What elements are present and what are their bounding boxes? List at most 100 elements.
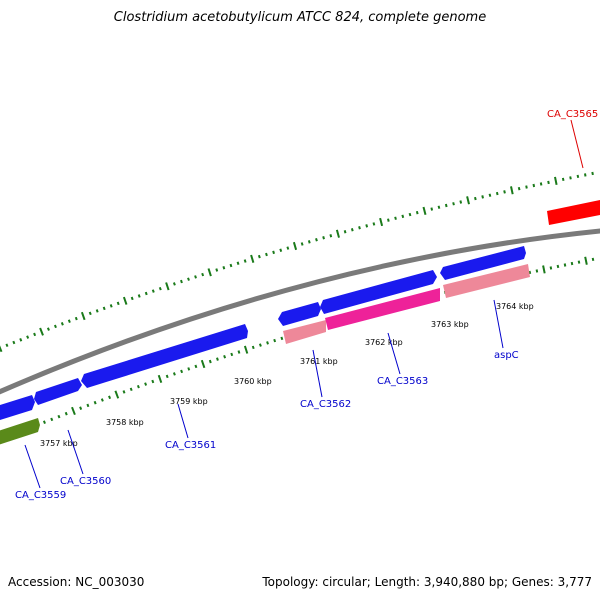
- tick-mark: [33, 332, 37, 337]
- tick-mark: [387, 218, 390, 222]
- tick-mark: [207, 268, 212, 277]
- gene-block: [440, 246, 526, 280]
- tick-mark: [539, 182, 543, 186]
- tick-mark: [591, 257, 595, 262]
- tick-mark: [266, 341, 269, 345]
- tick-mark: [144, 291, 148, 296]
- tick-mark: [57, 414, 61, 419]
- scale-label: 3763 kbp: [431, 320, 469, 329]
- tick-mark: [74, 316, 78, 321]
- gene-block: [443, 264, 530, 298]
- topology-text: Topology: circular; Length: 3,940,880 bp…: [262, 575, 592, 589]
- scale-label: 3760 kbp: [234, 377, 272, 386]
- tick-mark: [273, 338, 277, 343]
- scale-labels: 3757 kbp 3758 kbp 3759 kbp 3760 kbp 3761…: [40, 302, 534, 448]
- tick-mark: [286, 246, 290, 250]
- tick-mark: [144, 382, 148, 386]
- tick-mark: [322, 236, 325, 240]
- tick-mark: [408, 212, 412, 217]
- tick-mark: [0, 345, 3, 353]
- tick-mark: [194, 364, 198, 369]
- tick-mark: [343, 230, 347, 234]
- tick-mark: [300, 242, 304, 246]
- tick-mark: [223, 354, 227, 359]
- map-title: Clostridium acetobutylicum ATCC 824, com…: [113, 10, 487, 25]
- tick-mark: [71, 406, 76, 416]
- tick-mark: [42, 420, 46, 424]
- tick-mark: [86, 403, 90, 408]
- tick-mark: [102, 306, 106, 311]
- gene-block: [0, 418, 40, 445]
- tick-mark: [422, 206, 427, 215]
- tick-mark: [569, 176, 572, 180]
- outer-tick-track: [0, 171, 594, 353]
- tick-mark: [46, 327, 50, 331]
- gene-block: [81, 324, 248, 388]
- tick-mark: [237, 350, 241, 354]
- tick-mark: [187, 367, 191, 371]
- tick-mark: [165, 282, 170, 291]
- tick-mark: [335, 229, 340, 238]
- tick-mark: [452, 202, 455, 206]
- tick-mark: [257, 254, 261, 259]
- tick-mark: [88, 311, 92, 316]
- gene-block: [0, 395, 35, 420]
- gene-block: [283, 320, 326, 344]
- tick-mark: [151, 289, 155, 293]
- tick-mark: [116, 301, 120, 306]
- scale-label: 3764 kbp: [496, 302, 534, 311]
- tick-mark: [307, 240, 311, 244]
- tick-mark: [236, 261, 240, 265]
- tick-mark: [556, 264, 560, 269]
- tick-mark: [576, 174, 580, 179]
- tick-mark: [114, 390, 120, 399]
- tick-mark: [5, 343, 9, 347]
- gene-block: [320, 270, 437, 314]
- tick-mark: [109, 304, 113, 308]
- tick-mark: [394, 216, 397, 220]
- tick-mark: [64, 411, 68, 416]
- tick-mark: [365, 224, 369, 228]
- gene-label: CA_C3562: [300, 399, 351, 410]
- scale-label: 3758 kbp: [106, 418, 144, 427]
- tick-mark: [315, 238, 318, 242]
- tick-mark: [577, 260, 581, 264]
- tick-mark: [129, 387, 133, 392]
- tick-mark: [554, 176, 558, 185]
- tick-mark: [26, 335, 30, 339]
- tick-mark: [547, 180, 550, 185]
- tick-mark: [329, 234, 333, 238]
- tick-mark: [79, 406, 83, 410]
- tick-mark: [243, 345, 249, 354]
- tick-mark: [495, 191, 499, 196]
- tick-mark: [570, 261, 574, 266]
- tick-mark: [265, 252, 268, 257]
- tick-mark: [80, 311, 86, 321]
- tick-mark: [584, 173, 587, 177]
- tick-mark: [401, 214, 405, 219]
- tick-mark: [172, 282, 176, 286]
- tick-mark: [372, 222, 376, 226]
- tick-mark: [100, 398, 104, 402]
- scale-label: 3761 kbp: [300, 357, 338, 366]
- gene-block: [278, 302, 321, 326]
- tick-mark: [12, 340, 16, 345]
- tick-mark: [230, 352, 234, 357]
- tick-mark: [222, 266, 226, 270]
- scale-label: 3762 kbp: [365, 338, 403, 347]
- tick-mark: [157, 374, 163, 384]
- tick-mark: [201, 272, 205, 277]
- reverse-cds-track: [0, 200, 600, 445]
- gene-block: [34, 378, 82, 405]
- tick-mark: [19, 338, 23, 342]
- tick-mark: [165, 374, 169, 379]
- tick-mark: [535, 269, 539, 273]
- tick-mark: [280, 336, 284, 341]
- tick-mark: [430, 207, 434, 211]
- tick-mark: [137, 294, 141, 298]
- gene-block: [547, 200, 600, 225]
- tick-mark: [130, 296, 134, 301]
- tick-mark: [151, 379, 155, 384]
- scale-label: 3759 kbp: [170, 397, 208, 406]
- tick-mark: [292, 241, 298, 251]
